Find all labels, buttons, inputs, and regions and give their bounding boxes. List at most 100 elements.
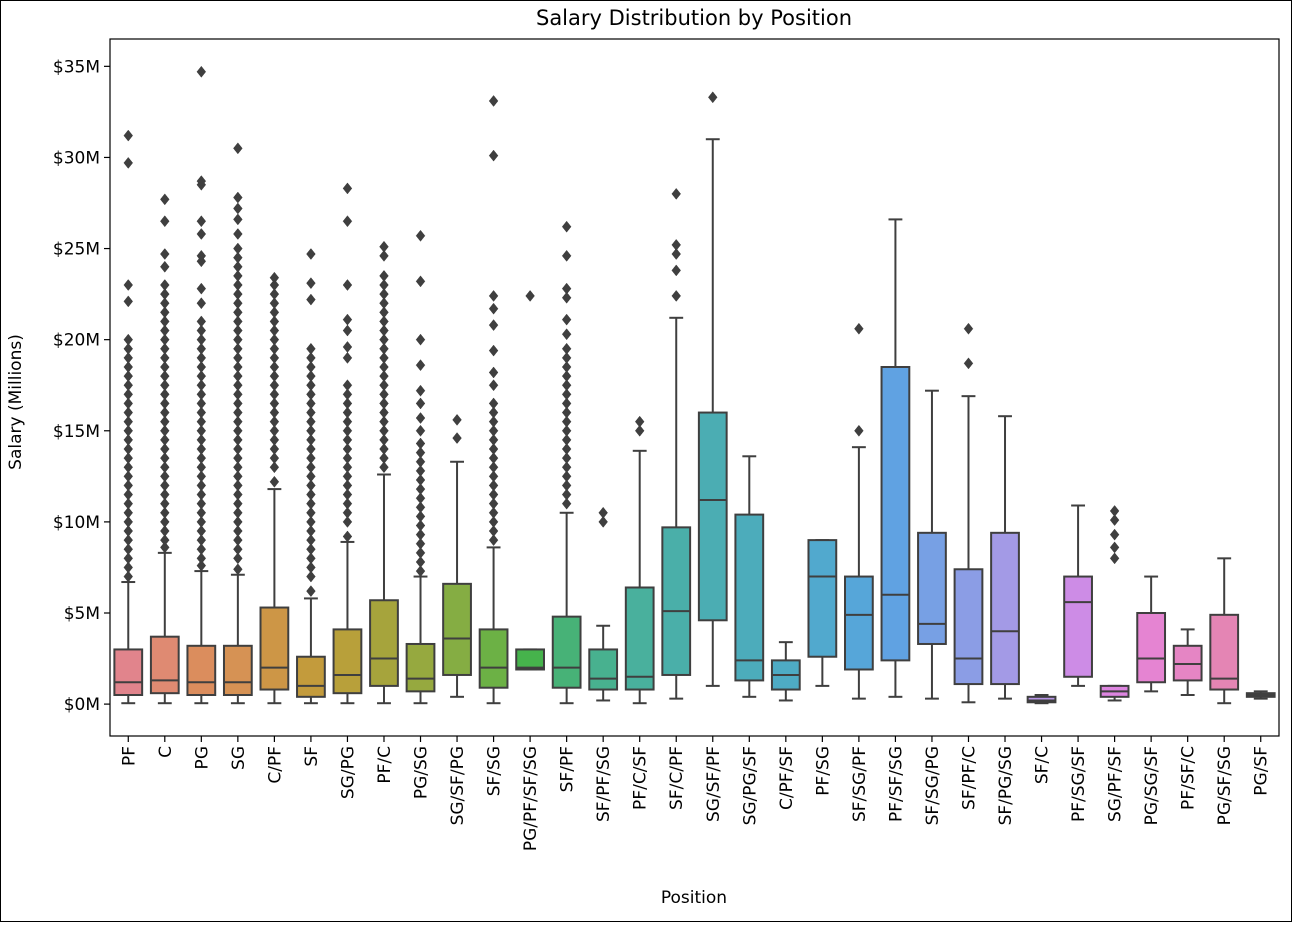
outlier-point (123, 279, 133, 291)
outlier-point (269, 342, 280, 355)
outlier-point (488, 470, 499, 483)
outlier-point (379, 379, 389, 392)
outlier-point (233, 342, 243, 355)
outlier-point (415, 492, 426, 505)
x-tick-label: SG (229, 746, 249, 770)
outlier-point (306, 433, 316, 446)
outlier-point (196, 324, 207, 337)
outlier-point (196, 379, 207, 392)
outlier-point (306, 561, 316, 574)
outlier-point (233, 461, 243, 474)
outlier-point (123, 470, 133, 483)
outlier-point (306, 293, 316, 306)
outlier-point (415, 464, 426, 477)
outlier-point (342, 515, 353, 528)
iqr-box (661, 526, 692, 676)
x-tick-label: C (156, 746, 176, 758)
outlier-point (160, 306, 170, 319)
outlier-point (160, 424, 170, 437)
box-group-pf-sg (807, 539, 838, 687)
outlier-point (123, 333, 133, 346)
outlier-point (634, 415, 645, 428)
outlier-point (233, 191, 243, 204)
outlier-point (488, 515, 499, 528)
outlier-point (342, 470, 353, 483)
outlier-point (561, 379, 572, 392)
outlier-point (306, 585, 316, 598)
outlier-point (160, 515, 170, 528)
outlier-point (342, 313, 353, 326)
outlier-point (123, 461, 133, 474)
outlier-point (196, 415, 207, 428)
outlier-point (123, 497, 133, 510)
box-group-sf-c (1026, 694, 1057, 705)
outlier-point (196, 370, 207, 383)
outlier-point (379, 452, 389, 465)
x-tick-label: SG/PF/SF (1106, 746, 1126, 822)
outlier-point (269, 271, 280, 284)
box-group-pf (113, 129, 144, 705)
x-tick-label: SF/PF/SG (594, 746, 614, 822)
outlier-point (671, 187, 681, 200)
outlier-point (561, 452, 572, 465)
outlier-point (123, 452, 133, 465)
outlier-point (233, 470, 243, 483)
x-tick-label: SF/SG/PG (923, 746, 943, 825)
outlier-point (854, 424, 864, 437)
outlier-point (196, 534, 207, 547)
box-group-sg-pf-sf (1099, 505, 1130, 702)
outlier-point (160, 351, 170, 364)
outlier-point (379, 315, 389, 328)
box-group-sf-pf (551, 220, 582, 705)
outlier-point (233, 563, 243, 576)
outlier-point (379, 269, 389, 282)
outlier-point (123, 561, 133, 574)
outlier-point (452, 432, 462, 444)
outlier-point (160, 415, 170, 428)
outlier-point (160, 324, 170, 337)
x-tick-label: SF/SG (485, 746, 505, 796)
box-group-sf-sg (478, 95, 509, 705)
outlier-point (160, 370, 170, 383)
outlier-point (233, 397, 243, 410)
x-tick-label: PF/SG/SF (1069, 746, 1089, 822)
x-tick-label: PG/SG/SF (1142, 746, 1162, 825)
outlier-point (342, 182, 353, 195)
outlier-point (269, 388, 280, 401)
outlier-point (269, 433, 280, 446)
iqr-box (734, 513, 765, 682)
outlier-point (269, 424, 280, 437)
outlier-point (306, 424, 316, 437)
outlier-point (196, 433, 207, 446)
outlier-point (342, 351, 353, 364)
outlier-point (123, 570, 133, 583)
outlier-point (415, 397, 426, 410)
outlier-point (123, 351, 133, 364)
outlier-point (233, 525, 243, 537)
iqr-box (1209, 613, 1240, 691)
outlier-point (233, 479, 243, 492)
outlier-point (196, 525, 207, 537)
outlier-point (561, 397, 572, 410)
outlier-point (525, 290, 535, 302)
outlier-point (196, 406, 207, 419)
outlier-point (342, 415, 353, 428)
box-group-sg-pg (332, 182, 363, 705)
outlier-point (488, 302, 499, 315)
outlier-point (123, 552, 133, 565)
outlier-point (196, 543, 207, 556)
outlier-point (160, 333, 170, 346)
outlier-point (415, 333, 426, 346)
outlier-point (269, 333, 280, 346)
outlier-point (233, 506, 243, 519)
outlier-point (233, 543, 243, 556)
outlier-point (233, 306, 243, 319)
outlier-point (160, 534, 170, 547)
outlier-point (488, 149, 499, 162)
x-tick-label: PG/SF/SG (1215, 746, 1235, 825)
outlier-point (233, 288, 243, 301)
box-group-pg-sf (1245, 690, 1276, 700)
iqr-box (222, 644, 253, 696)
outlier-point (342, 479, 353, 492)
